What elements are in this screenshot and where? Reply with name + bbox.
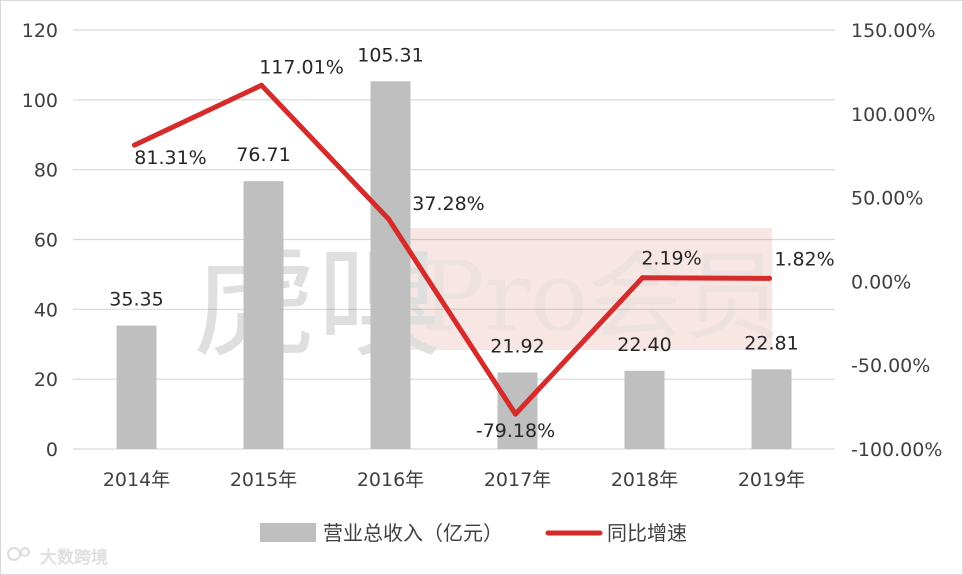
y-left-tick-label: 100 <box>22 90 58 112</box>
x-tick-label: 2018年 <box>611 469 678 491</box>
bar <box>624 370 665 449</box>
bar-data-label: 22.40 <box>617 334 671 356</box>
bar-series <box>116 81 792 450</box>
y-right-tick-label: -100.00% <box>851 439 942 461</box>
legend-swatch-bar <box>260 523 316 542</box>
bar <box>116 325 157 449</box>
bar-data-label: 21.92 <box>490 335 544 357</box>
bar-data-label: 22.81 <box>744 332 798 354</box>
y-right-tick-label: 0.00% <box>851 271 911 293</box>
line-point <box>640 275 645 281</box>
bar <box>243 181 284 450</box>
y-right-tick-label: 50.00% <box>851 188 923 210</box>
gridlines <box>73 29 835 450</box>
line-point <box>513 411 518 417</box>
legend-label-bar: 营业总收入（亿元） <box>323 521 503 545</box>
y-left-tick-label: 80 <box>34 160 58 182</box>
x-tick-label: 2017年 <box>484 469 551 491</box>
y-right-tick-label: 150.00% <box>851 20 936 42</box>
line-data-label: 2.19% <box>641 248 701 270</box>
line-data-labels: 81.31% 117.01% 37.28% -79.18% 2.19% 1.82% <box>134 56 834 442</box>
watermark-text-pro: Pro会员 <box>420 241 780 353</box>
line-data-label: -79.18% <box>476 420 555 442</box>
y-left-tick-label: 20 <box>34 369 58 391</box>
line-point <box>259 82 264 88</box>
corner-logo: 大数跨境 <box>7 547 108 568</box>
x-tick-label: 2019年 <box>738 469 805 491</box>
legend-label-line: 同比增速 <box>607 521 687 545</box>
bar-data-label: 35.35 <box>109 289 163 311</box>
y-left-tick-label: 60 <box>34 230 58 252</box>
y-right-tick-label: -50.00% <box>851 355 930 377</box>
logo-icon <box>7 547 21 561</box>
line-data-label: 117.01% <box>259 56 344 78</box>
y-axis-left: 0 20 40 60 80 100 120 <box>22 20 58 461</box>
bar-data-label: 105.31 <box>357 44 423 66</box>
x-tick-label: 2014年 <box>103 469 170 491</box>
line-point <box>767 275 772 281</box>
y-axis-right: -100.00% -50.00% 0.00% 50.00% 100.00% 150.00% <box>851 20 942 461</box>
x-tick-label: 2015年 <box>230 469 297 491</box>
y-right-tick-label: 100.00% <box>851 104 936 126</box>
y-left-tick-label: 0 <box>46 439 58 461</box>
line-data-label: 37.28% <box>412 193 484 215</box>
x-axis: 2014年 2015年 2016年 2017年 2018年 2019年 <box>103 469 805 491</box>
y-left-tick-label: 120 <box>22 20 58 42</box>
bar-data-labels: 35.35 76.71 105.31 21.92 22.40 22.81 <box>109 44 798 357</box>
line-series <box>132 82 772 417</box>
x-tick-label: 2016年 <box>357 469 424 491</box>
line-point <box>132 142 137 148</box>
legend: 营业总收入（亿元） 同比增速 <box>260 521 687 545</box>
line-data-label: 1.82% <box>774 248 834 270</box>
logo-text: 大数跨境 <box>40 547 108 568</box>
line-point <box>386 216 391 222</box>
bar <box>751 369 792 449</box>
growth-line <box>132 82 772 417</box>
y-left-tick-label: 40 <box>34 299 58 321</box>
line-data-label: 81.31% <box>134 147 206 169</box>
bar-data-label: 76.71 <box>236 144 290 166</box>
logo-icon-dot <box>20 547 30 557</box>
bar <box>370 81 411 450</box>
